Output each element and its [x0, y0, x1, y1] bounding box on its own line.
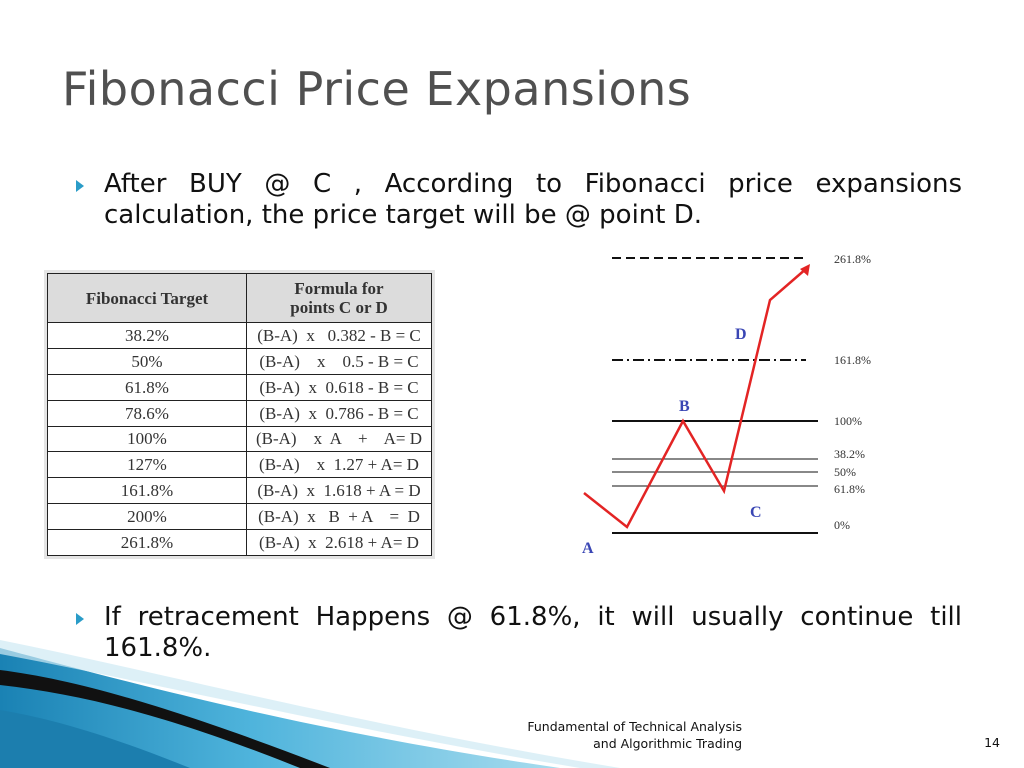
level-label-161-8: 161.8% [834, 353, 871, 367]
table-cell-formula: (B-A) x A + A= D [246, 425, 432, 453]
level-label-61-8: 61.8% [834, 482, 865, 496]
footer-line-2: and Algorithmic Trading [593, 736, 742, 751]
price-path-line [583, 267, 808, 529]
table-cell-target: 78.6% [47, 399, 247, 427]
table-cell-target: 100% [47, 425, 247, 453]
table-cell-formula: (B-A) x 0.786 - B = C [246, 399, 432, 427]
point-label-d: D [735, 326, 747, 343]
footer-line-1: Fundamental of Technical Analysis [527, 719, 742, 734]
table-row: 61.8% (B-A) x 0.618 - B = C [47, 373, 432, 401]
table-cell-target: 261.8% [47, 529, 247, 556]
table-cell-formula: (B-A) x 0.618 - B = C [246, 373, 432, 401]
table-row: 38.2% (B-A) x 0.382 - B = C [47, 322, 432, 349]
table-cell-formula: (B-A) x 1.618 + A = D [246, 477, 432, 505]
table-row: 161.8% (B-A) x 1.618 + A = D [47, 477, 432, 505]
level-label-38-2: 38.2% [834, 447, 865, 461]
point-label-a: A [582, 540, 594, 557]
table-row: 127% (B-A) x 1.27 + A= D [47, 451, 432, 479]
fibonacci-formula-table: Fibonacci Target Formula for points C or… [47, 273, 432, 556]
point-label-c: C [750, 504, 762, 521]
table-cell-formula: (B-A) x B + A = D [246, 503, 432, 530]
level-label-261-8: 261.8% [834, 252, 871, 266]
table-cell-formula: (B-A) x 0.382 - B = C [246, 322, 432, 349]
point-label-b: B [679, 398, 690, 415]
table-cell-formula: (B-A) x 2.618 + A= D [246, 529, 432, 556]
arrow-head-icon [800, 264, 810, 276]
table-row: 50% (B-A) x 0.5 - B = C [47, 347, 432, 375]
fibonacci-expansion-diagram: 261.8% 161.8% 100% 38.2% 50% 61.8% 0% A … [582, 252, 871, 557]
table-header-target: Fibonacci Target [47, 273, 247, 323]
table-cell-target: 61.8% [47, 373, 247, 401]
table-cell-target: 161.8% [47, 477, 247, 505]
bullet-1-text: After BUY @ C , According to Fibonacci p… [104, 169, 962, 230]
table-header-formula: Formula for points C or D [246, 273, 432, 323]
bullet-arrow-icon [76, 613, 84, 625]
table-cell-target: 38.2% [47, 322, 247, 349]
table-row: 78.6% (B-A) x 0.786 - B = C [47, 399, 432, 427]
bullet-arrow-icon [76, 180, 84, 192]
table-cell-formula: (B-A) x 1.27 + A= D [246, 451, 432, 479]
bullet-2-text: If retracement Happens @ 61.8%, it will … [104, 602, 962, 663]
table-row: 100% (B-A) x A + A= D [47, 425, 432, 453]
level-label-0: 0% [834, 518, 850, 532]
table-row: 200% (B-A) x B + A = D [47, 503, 432, 530]
footer-swoosh-decoration [0, 640, 620, 768]
page-number: 14 [984, 735, 1000, 750]
table-header-row: Fibonacci Target Formula for points C or… [47, 273, 432, 323]
slide-title: Fibonacci Price Expansions [62, 62, 692, 116]
table-row: 261.8% (B-A) x 2.618 + A= D [47, 529, 432, 556]
table-cell-formula: (B-A) x 0.5 - B = C [246, 347, 432, 375]
footer-text: Fundamental of Technical Analysis and Al… [430, 718, 742, 752]
table-cell-target: 127% [47, 451, 247, 479]
level-label-50: 50% [834, 465, 856, 479]
table-cell-target: 50% [47, 347, 247, 375]
level-label-100: 100% [834, 414, 862, 428]
table-cell-target: 200% [47, 503, 247, 530]
